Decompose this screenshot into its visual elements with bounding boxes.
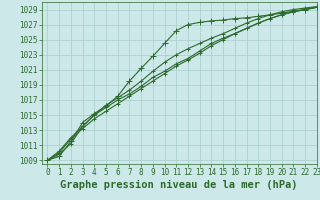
X-axis label: Graphe pression niveau de la mer (hPa): Graphe pression niveau de la mer (hPa) [60, 180, 298, 190]
